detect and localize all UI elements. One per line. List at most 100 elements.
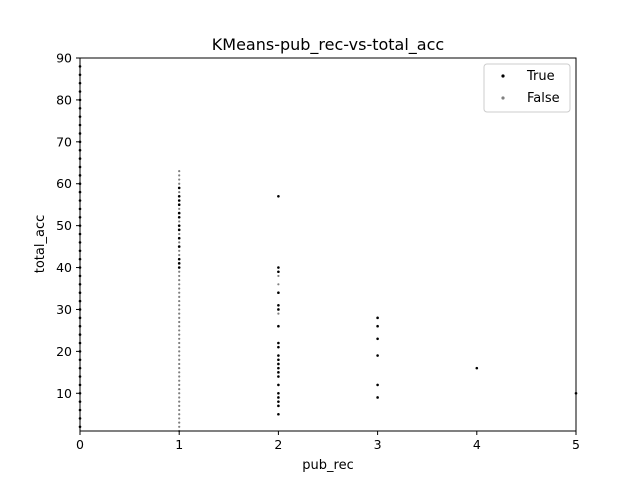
- x-tick-label-5: 5: [572, 437, 580, 452]
- legend: True False: [483, 63, 571, 113]
- point-false-16: [178, 362, 181, 366]
- point-false-18: [178, 354, 181, 357]
- point-false-40: [178, 249, 181, 252]
- point-false-32: [178, 295, 181, 298]
- point-false-5: [178, 408, 181, 412]
- point-true-49: [177, 228, 181, 232]
- x-tick-label-1: 1: [175, 437, 183, 452]
- point-false-44: [178, 207, 181, 210]
- point-false-14: [178, 371, 181, 374]
- y-tick-label-6: 70: [56, 134, 72, 149]
- x-axis-label: pub_rec: [302, 458, 353, 473]
- point-true-61: [277, 391, 280, 395]
- point-false-29: [178, 308, 181, 311]
- point-true-78: [376, 396, 379, 399]
- y-tick-label-0: 10: [56, 386, 72, 401]
- y-tick-label-3: 40: [56, 260, 72, 275]
- point-true-72: [277, 308, 280, 311]
- point-true-62: [277, 383, 280, 387]
- point-false-22: [178, 337, 181, 340]
- point-false-51: [277, 283, 280, 286]
- series-true: [78, 65, 578, 429]
- y-tick-label-5: 60: [56, 176, 72, 191]
- point-true-47: [177, 245, 181, 248]
- point-false-38: [178, 270, 181, 273]
- point-false-45: [178, 191, 181, 194]
- point-false-23: [178, 333, 181, 336]
- point-false-17: [178, 358, 181, 361]
- x-tick-label-4: 4: [473, 437, 481, 452]
- point-true-74: [277, 291, 280, 295]
- point-true-83: [376, 316, 379, 320]
- y-tick-label-4: 50: [56, 218, 72, 233]
- y-axis-label: total_acc: [33, 215, 48, 274]
- legend-label-true: True: [526, 69, 555, 84]
- point-true-44: [177, 266, 181, 269]
- point-false-1: [178, 425, 181, 428]
- point-false-4: [178, 413, 181, 416]
- plot-area: [80, 58, 576, 431]
- point-false-2: [178, 421, 181, 424]
- point-false-21: [178, 341, 181, 345]
- point-true-59: [277, 400, 280, 403]
- point-true-80: [376, 354, 379, 357]
- point-false-52: [277, 274, 280, 278]
- point-false-13: [178, 375, 181, 378]
- legend-marker-false: [501, 96, 505, 100]
- point-true-69: [277, 345, 280, 349]
- y-tick-label-8: 90: [56, 51, 72, 66]
- point-true-71: [277, 324, 280, 328]
- point-false-49: [178, 170, 181, 173]
- point-false-37: [178, 274, 181, 278]
- point-true-56: [177, 186, 181, 190]
- point-false-7: [178, 400, 181, 403]
- y-tick-label-1: 20: [56, 344, 72, 359]
- point-false-24: [178, 329, 181, 332]
- point-true-55: [177, 195, 181, 198]
- chart-title: KMeans-pub_rec-vs-total_acc: [212, 35, 444, 55]
- point-false-19: [178, 350, 181, 353]
- point-false-20: [178, 346, 181, 349]
- point-false-47: [178, 178, 181, 181]
- point-false-31: [178, 299, 181, 303]
- point-true-45: [177, 262, 181, 265]
- point-true-54: [177, 199, 181, 202]
- point-false-26: [178, 320, 181, 324]
- point-true-75: [277, 270, 280, 274]
- point-true-60: [277, 396, 280, 399]
- point-true-65: [277, 366, 280, 370]
- point-true-46: [177, 257, 181, 261]
- legend-label-false: False: [527, 91, 560, 106]
- point-false-11: [178, 383, 181, 386]
- point-true-76: [277, 266, 280, 269]
- point-false-3: [178, 417, 181, 420]
- point-true-77: [277, 195, 280, 198]
- point-false-27: [178, 316, 181, 319]
- point-true-84: [475, 366, 479, 370]
- point-false-35: [178, 283, 181, 286]
- point-false-39: [178, 253, 181, 257]
- point-true-53: [177, 203, 181, 206]
- point-false-48: [178, 174, 181, 177]
- point-true-57: [277, 412, 280, 416]
- point-false-25: [178, 325, 181, 328]
- point-false-34: [178, 287, 181, 290]
- point-true-68: [277, 354, 280, 357]
- point-false-30: [178, 304, 181, 307]
- point-false-33: [178, 291, 181, 294]
- point-true-63: [277, 375, 280, 378]
- point-true-67: [277, 358, 280, 362]
- point-true-66: [277, 362, 280, 366]
- x-tick-label-2: 2: [274, 437, 282, 452]
- point-false-36: [178, 279, 181, 282]
- point-false-46: [178, 182, 181, 185]
- point-false-9: [178, 392, 181, 395]
- point-true-48: [177, 236, 181, 240]
- point-false-10: [178, 387, 181, 391]
- y-tick-label-7: 80: [56, 92, 72, 107]
- point-false-12: [178, 379, 181, 382]
- point-true-50: [177, 224, 181, 227]
- y-axis-ticks: 10 20 30 40 50 60 70 80 90: [56, 51, 80, 401]
